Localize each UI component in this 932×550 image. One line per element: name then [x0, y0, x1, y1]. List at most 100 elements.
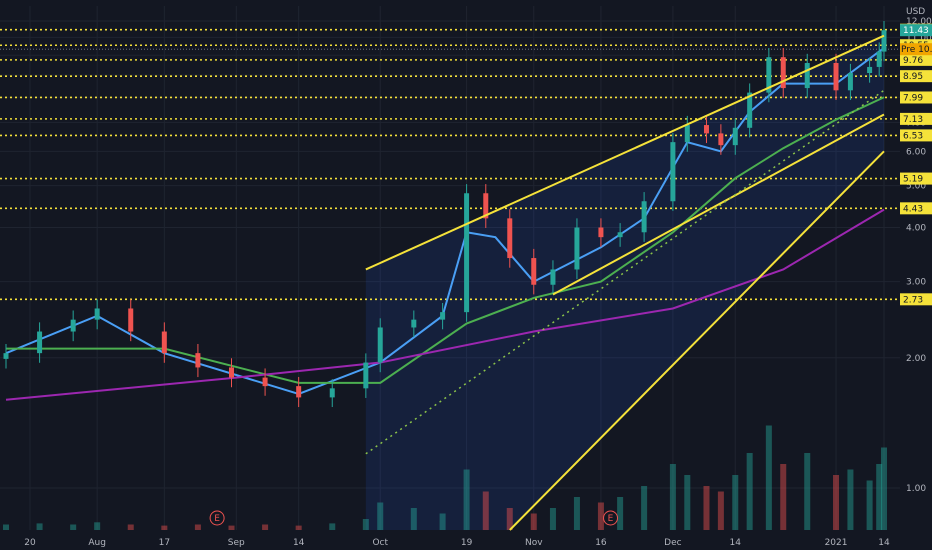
level-label: 2.73	[903, 295, 923, 305]
volume-bar	[482, 491, 489, 530]
last-price-label: 11.43	[903, 26, 929, 36]
volume-bar	[295, 525, 302, 530]
x-tick-label: 17	[159, 538, 170, 548]
candle-body	[684, 125, 690, 143]
moving-average-line	[6, 96, 885, 384]
volume-bar	[439, 513, 446, 530]
y-tick-label: 5.00	[906, 182, 926, 192]
candle-body	[128, 308, 134, 332]
x-tick-label: 14	[730, 538, 742, 548]
candle-body	[228, 367, 234, 378]
level-label: 8.95	[903, 72, 923, 82]
candle-body	[574, 227, 580, 270]
x-tick-label: 16	[595, 538, 607, 548]
last-price-badge	[900, 24, 932, 37]
volume-bar	[36, 523, 43, 530]
volume-bar	[847, 469, 854, 530]
candle-body	[598, 227, 604, 238]
candle-body	[641, 201, 647, 233]
channel-lines	[365, 34, 885, 531]
channel-area	[365, 35, 884, 530]
candle-body	[766, 57, 772, 93]
price-axis-panel[interactable]	[900, 0, 932, 532]
volume-bar	[262, 524, 269, 530]
level-label: 7.13	[903, 115, 923, 125]
volume-bar	[377, 502, 384, 530]
volume-bar	[530, 513, 537, 530]
level-label: 9.76	[903, 56, 923, 66]
level-label: 4.43	[903, 204, 923, 214]
candle-body	[617, 232, 623, 238]
candle-body	[881, 30, 887, 52]
candle-body	[70, 319, 76, 332]
volume-bar	[573, 497, 580, 530]
x-tick-label: Dec	[664, 538, 681, 548]
candle-body	[296, 386, 302, 398]
x-tick-label: Oct	[372, 538, 388, 548]
x-tick-label: Aug	[88, 538, 106, 548]
price-badges: 11.4610.559.768.957.997.136.535.194.432.…	[900, 23, 932, 306]
earnings-label: E	[608, 514, 614, 524]
candle-body	[377, 327, 383, 363]
volume-bar	[362, 519, 369, 530]
volume-bar	[833, 475, 840, 530]
volume-bar	[746, 453, 753, 530]
y-tick-label: 6.00	[906, 147, 926, 157]
level-badge	[900, 293, 932, 306]
volume-bar	[329, 523, 336, 530]
volume-bar	[161, 525, 168, 530]
earnings-marker	[209, 510, 225, 526]
candle-body	[670, 142, 676, 202]
y-tick-label: 3.00	[906, 278, 926, 288]
x-tick-label: 20	[24, 538, 36, 548]
x-tick-label: 2021	[825, 538, 848, 548]
price-candles	[3, 21, 887, 408]
volume-bar	[3, 524, 9, 530]
earnings-label: E	[214, 514, 220, 524]
volume-bar	[881, 447, 887, 530]
volume-bar	[597, 502, 604, 530]
moving-average-line	[5, 208, 885, 401]
volume-bar	[804, 453, 811, 530]
candle-body	[37, 331, 43, 354]
candle-body	[780, 57, 786, 89]
premarket-badge	[900, 43, 932, 56]
candle-body	[732, 127, 738, 146]
level-label: 5.19	[903, 175, 923, 185]
candle-body	[440, 312, 446, 320]
candle-body	[703, 125, 709, 134]
volume-bar	[732, 475, 739, 530]
channel-lower-line	[552, 113, 885, 296]
x-tick-label: 14	[878, 538, 890, 548]
channel-fill	[365, 35, 884, 530]
candle-body	[483, 193, 489, 219]
volume-bar	[127, 524, 134, 530]
candle-body	[3, 353, 9, 359]
candle-body	[747, 92, 753, 128]
candle-body	[262, 377, 268, 387]
volume-bar	[94, 522, 101, 530]
volume-bar	[669, 464, 676, 530]
candle-body	[363, 362, 369, 389]
level-badge	[900, 129, 932, 142]
volume-bar	[703, 486, 710, 530]
volume-bar	[410, 508, 417, 530]
volume-bar	[717, 491, 724, 530]
level-badge	[900, 91, 932, 104]
volume-bar	[228, 525, 235, 530]
level-badge	[900, 70, 932, 83]
candle-body	[411, 319, 417, 328]
currency-label: USD	[906, 7, 925, 17]
y-tick-label: 12.00	[906, 17, 932, 27]
candle-body	[161, 331, 167, 354]
candle-body	[718, 133, 724, 146]
volume-bar	[70, 524, 77, 530]
time-axis-panel[interactable]	[0, 532, 900, 550]
candle-body	[833, 62, 839, 91]
volume-bar	[641, 486, 648, 530]
candle-body	[329, 388, 335, 398]
volume-bars	[3, 425, 887, 530]
y-tick-label: 4.00	[906, 224, 926, 234]
